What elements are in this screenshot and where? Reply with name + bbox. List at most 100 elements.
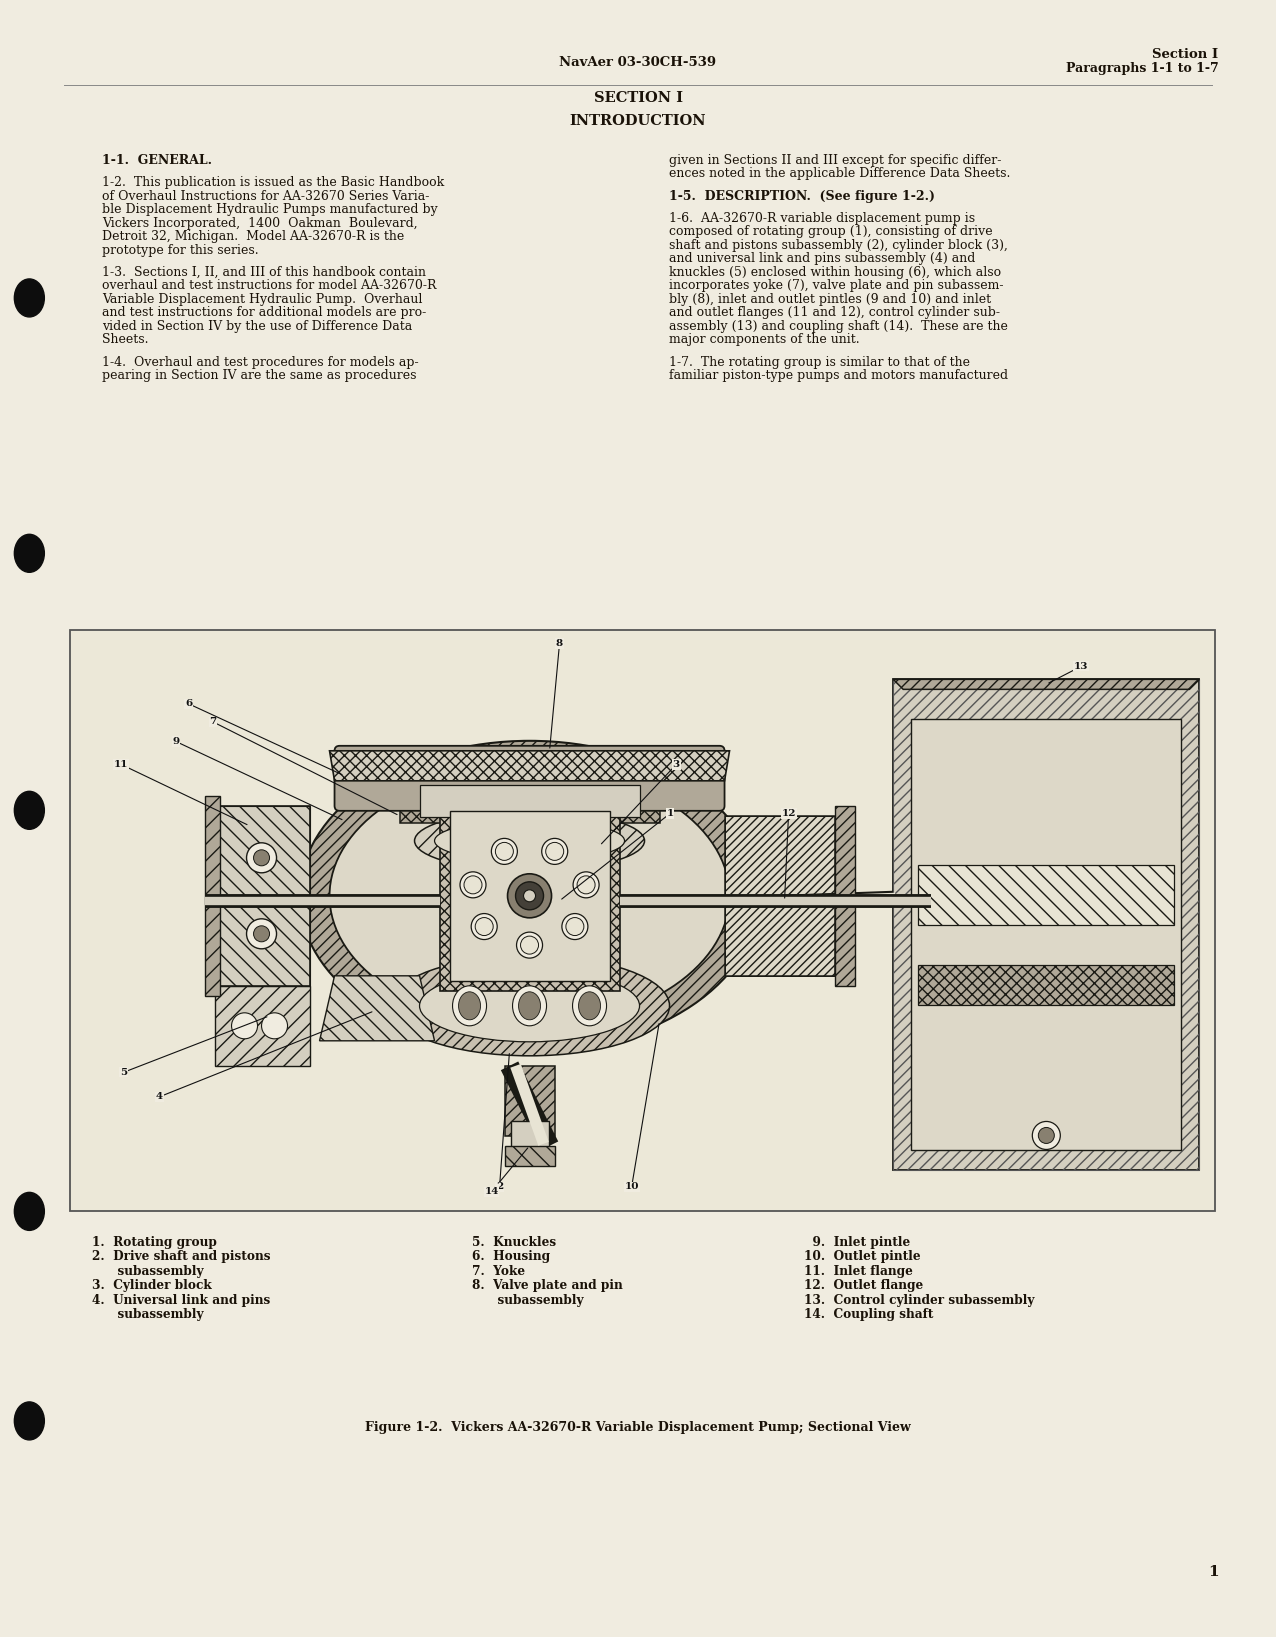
Ellipse shape [14, 278, 45, 318]
Text: bly (8), inlet and outlet pintles (9 and 10) and inlet: bly (8), inlet and outlet pintles (9 and… [669, 293, 990, 306]
Text: 12.  Outlet flange: 12. Outlet flange [804, 1280, 923, 1293]
Bar [893, 679, 1199, 1170]
Ellipse shape [246, 918, 277, 949]
Text: Sheets.: Sheets. [102, 334, 148, 347]
Text: 1-3.  Sections I, II, and III of this handbook contain: 1-3. Sections I, II, and III of this han… [102, 265, 426, 278]
Text: 1-4.  Overhaul and test procedures for models ap-: 1-4. Overhaul and test procedures for mo… [102, 355, 419, 368]
Ellipse shape [254, 927, 269, 941]
Ellipse shape [262, 1013, 287, 1039]
Text: major components of the unit.: major components of the unit. [669, 334, 859, 347]
Ellipse shape [254, 850, 269, 866]
Ellipse shape [495, 843, 513, 861]
Text: 5: 5 [120, 1067, 128, 1077]
Text: subassembly: subassembly [92, 1265, 203, 1278]
Text: Paragraphs 1-1 to 1-7: Paragraphs 1-1 to 1-7 [1065, 62, 1219, 75]
Ellipse shape [518, 992, 541, 1020]
Text: 10.  Outlet pintle: 10. Outlet pintle [804, 1251, 920, 1264]
Polygon shape [329, 751, 730, 781]
Text: 11: 11 [114, 760, 129, 769]
Text: and test instructions for additional models are pro-: and test instructions for additional mod… [102, 306, 426, 319]
Ellipse shape [246, 843, 277, 873]
Text: 3.  Cylinder block: 3. Cylinder block [92, 1280, 212, 1293]
Ellipse shape [523, 891, 536, 902]
Ellipse shape [420, 969, 639, 1041]
Text: 1: 1 [666, 809, 674, 818]
Ellipse shape [542, 838, 568, 864]
Text: 9: 9 [172, 737, 180, 746]
Ellipse shape [573, 985, 606, 1026]
Bar [510, 1121, 549, 1151]
Text: 9.  Inlet pintle: 9. Inlet pintle [804, 1236, 910, 1249]
Text: 1.  Rotating group: 1. Rotating group [92, 1236, 217, 1249]
Ellipse shape [516, 882, 544, 910]
Bar [420, 784, 639, 817]
Ellipse shape [517, 931, 542, 958]
Polygon shape [725, 815, 835, 976]
Ellipse shape [513, 985, 546, 1026]
Text: 6: 6 [185, 699, 193, 709]
Text: shaft and pistons subassembly (2), cylinder block (3),: shaft and pistons subassembly (2), cylin… [669, 239, 1008, 252]
Ellipse shape [329, 766, 730, 1026]
Ellipse shape [14, 1401, 45, 1441]
Text: 7: 7 [209, 717, 217, 727]
Polygon shape [835, 805, 855, 985]
Ellipse shape [459, 873, 486, 897]
Polygon shape [214, 805, 310, 985]
Text: NavAer 03-30CH-539: NavAer 03-30CH-539 [559, 56, 717, 69]
Ellipse shape [458, 992, 481, 1020]
Ellipse shape [521, 936, 538, 954]
Text: prototype for this series.: prototype for this series. [102, 244, 259, 257]
Text: vided in Section IV by the use of Difference Data: vided in Section IV by the use of Differ… [102, 319, 412, 332]
Text: 1-7.  The rotating group is similar to that of the: 1-7. The rotating group is similar to th… [669, 355, 970, 368]
Ellipse shape [14, 1192, 45, 1231]
Text: Detroit 32, Michigan.  Model AA-32670-R is the: Detroit 32, Michigan. Model AA-32670-R i… [102, 231, 404, 244]
Text: 8: 8 [556, 638, 563, 648]
Bar [439, 800, 620, 990]
Text: 4.  Universal link and pins: 4. Universal link and pins [92, 1293, 271, 1306]
Text: familiar piston-type pumps and motors manufactured: familiar piston-type pumps and motors ma… [669, 370, 1008, 381]
Ellipse shape [14, 534, 45, 573]
Text: and outlet flanges (11 and 12), control cylinder sub-: and outlet flanges (11 and 12), control … [669, 306, 999, 319]
Text: 2: 2 [496, 1182, 503, 1192]
Text: 14.  Coupling shaft: 14. Coupling shaft [804, 1308, 933, 1321]
Text: 1: 1 [1208, 1565, 1219, 1580]
FancyBboxPatch shape [334, 746, 725, 810]
Bar [919, 864, 1174, 925]
Ellipse shape [1039, 1128, 1054, 1144]
Ellipse shape [491, 838, 517, 864]
Ellipse shape [389, 956, 670, 1056]
Ellipse shape [577, 876, 595, 894]
Ellipse shape [464, 876, 482, 894]
Ellipse shape [435, 820, 624, 861]
Text: 12: 12 [781, 809, 796, 818]
Text: composed of rotating group (1), consisting of drive: composed of rotating group (1), consisti… [669, 226, 993, 239]
Text: 14: 14 [485, 1187, 499, 1197]
Bar [399, 778, 660, 823]
Text: assembly (13) and coupling shaft (14).  These are the: assembly (13) and coupling shaft (14). T… [669, 319, 1008, 332]
Polygon shape [893, 679, 1199, 689]
Text: pearing in Section IV are the same as procedures: pearing in Section IV are the same as pr… [102, 370, 416, 381]
Text: 8.  Valve plate and pin: 8. Valve plate and pin [472, 1280, 623, 1293]
Bar [919, 964, 1174, 1005]
Text: 4: 4 [156, 1092, 163, 1102]
Text: subassembly: subassembly [92, 1308, 203, 1321]
Text: 1-2.  This publication is issued as the Basic Handbook: 1-2. This publication is issued as the B… [102, 177, 444, 190]
Text: and universal link and pins subassembly (4) and: and universal link and pins subassembly … [669, 252, 975, 265]
Text: 2.  Drive shaft and pistons: 2. Drive shaft and pistons [92, 1251, 271, 1264]
Ellipse shape [565, 918, 584, 936]
Text: knuckles (5) enclosed within housing (6), which also: knuckles (5) enclosed within housing (6)… [669, 265, 1000, 278]
Ellipse shape [475, 918, 494, 936]
Polygon shape [319, 976, 435, 1041]
Text: 13.  Control cylinder subassembly: 13. Control cylinder subassembly [804, 1293, 1035, 1306]
Text: given in Sections II and III except for specific differ-: given in Sections II and III except for … [669, 154, 1000, 167]
Text: 1-1.  GENERAL.: 1-1. GENERAL. [102, 154, 212, 167]
Ellipse shape [415, 810, 644, 871]
Text: ences noted in the applicable Difference Data Sheets.: ences noted in the applicable Difference… [669, 167, 1011, 180]
Polygon shape [214, 985, 310, 1066]
Ellipse shape [453, 985, 486, 1026]
Text: 1-5.  DESCRIPTION.  (See figure 1-2.): 1-5. DESCRIPTION. (See figure 1-2.) [669, 190, 934, 203]
Text: 10: 10 [624, 1182, 639, 1192]
Ellipse shape [561, 913, 588, 940]
Text: of Overhaul Instructions for AA-32670 Series Varia-: of Overhaul Instructions for AA-32670 Se… [102, 190, 430, 203]
Text: 13: 13 [1074, 661, 1088, 671]
